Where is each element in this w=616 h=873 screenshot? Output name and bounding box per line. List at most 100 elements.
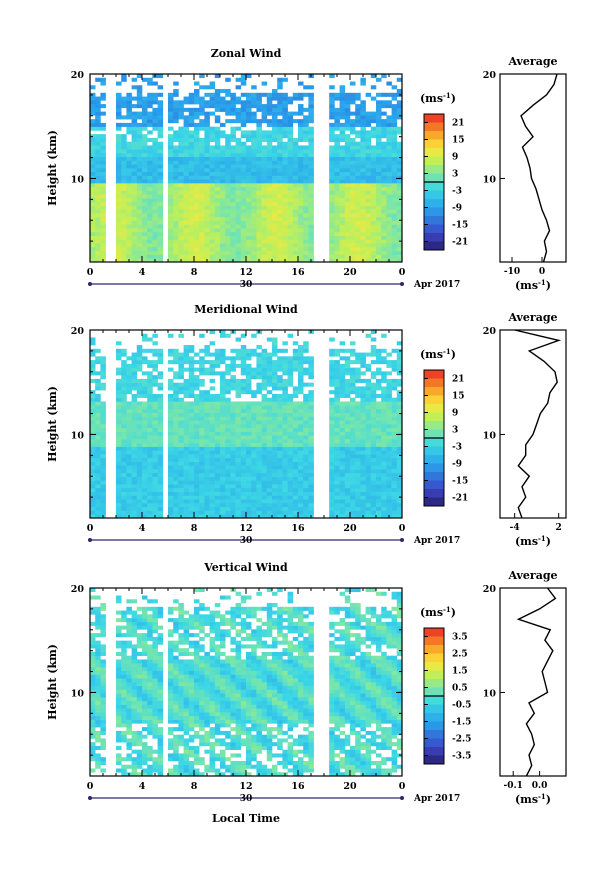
heatmap-cell (355, 258, 361, 263)
heatmap-cell (292, 239, 299, 244)
heatmap-cell (303, 345, 309, 350)
heatmap-cell (350, 152, 356, 158)
heatmap-cell (272, 96, 278, 101)
heatmap-cell (157, 149, 164, 154)
heatmap-cell (142, 412, 148, 417)
heatmap-cell (334, 164, 340, 169)
heatmap-cell (386, 363, 392, 368)
heatmap-cell (256, 243, 262, 248)
heatmap-cell (157, 487, 164, 492)
heatmap-cell (90, 213, 96, 218)
heatmap-cell (339, 111, 346, 116)
heatmap-cell (126, 371, 132, 376)
heatmap-cell (152, 175, 158, 180)
heatmap-cell (147, 405, 153, 410)
heatmap-cell (381, 408, 387, 414)
heatmap-cell (339, 254, 346, 259)
heatmap-cell (220, 156, 226, 161)
heatmap-cell (142, 137, 148, 142)
heatmap-cell (188, 450, 195, 455)
heatmap-cell (204, 476, 210, 481)
heatmap-cell (178, 454, 184, 459)
heatmap-cell (173, 243, 179, 248)
heatmap-cell (240, 457, 247, 462)
heatmap-cell (386, 152, 392, 158)
heatmap-cell (391, 235, 398, 240)
heatmap-cell (298, 424, 304, 429)
heatmap-cell (209, 220, 216, 225)
heatmap-cell (376, 427, 382, 432)
heatmap-cell (256, 420, 262, 425)
heatmap-cell (292, 220, 299, 225)
heatmap-cell (266, 149, 273, 154)
heatmap-cell (334, 375, 340, 380)
heatmap-cell (168, 416, 174, 421)
heatmap-cell (240, 111, 247, 116)
heatmap-cell (329, 145, 335, 150)
heatmap-cell (136, 111, 143, 116)
heatmap-cell (292, 119, 299, 124)
heatmap-cell (121, 476, 127, 481)
month-label: Apr 2017 (413, 280, 460, 290)
heatmap-cell (370, 439, 377, 444)
heatmap-cell (370, 424, 377, 429)
heatmap-cell (147, 469, 153, 474)
heatmap-cell (365, 134, 372, 139)
heatmap-cell (142, 371, 148, 376)
heatmap-cell (308, 201, 314, 206)
heatmap-cell (214, 502, 221, 508)
colorbar-tick-label: -15 (452, 477, 468, 487)
heatmap-cell (287, 254, 294, 259)
heatmap-cell (235, 107, 242, 112)
heatmap-cell (386, 480, 392, 485)
heatmap-cell (235, 420, 242, 425)
heatmap-cell (100, 246, 106, 252)
heatmap-cell (220, 231, 226, 236)
heatmap-cell (126, 450, 132, 455)
heatmap-cell (350, 198, 356, 203)
heatmap-cell (339, 386, 346, 391)
heatmap-cell (199, 107, 205, 112)
heatmap-cell (329, 378, 335, 383)
heatmap-cell (360, 454, 366, 459)
colorbar-swatch (424, 182, 444, 191)
heatmap-cell (334, 205, 340, 210)
heatmap-cell (136, 772, 143, 777)
heatmap-cell (178, 427, 184, 432)
heatmap-cell (381, 484, 387, 489)
heatmap-cell (214, 92, 221, 97)
heatmap-cell (100, 408, 106, 414)
heatmap-cell (178, 246, 184, 252)
heatmap-cell (225, 491, 231, 496)
heatmap-cell (116, 348, 122, 353)
heatmap-cell (173, 175, 179, 180)
heatmap-cell (116, 122, 122, 127)
heatmap-cell (230, 186, 236, 191)
heatmap-cell (230, 491, 236, 496)
heatmap-cell (303, 420, 309, 425)
heatmap-cell (225, 239, 231, 244)
heatmap-cell (256, 408, 262, 414)
heatmap-cell (126, 220, 132, 225)
heatmap-cell (199, 168, 205, 173)
heatmap-cell (396, 424, 403, 429)
heatmap-cell (329, 85, 335, 90)
heatmap-cell (121, 390, 127, 395)
heatmap-cell (173, 371, 179, 376)
heatmap-cell (339, 363, 346, 368)
heatmap-cell (142, 126, 148, 131)
heatmap-cell (381, 446, 387, 451)
heatmap-cell (355, 198, 361, 203)
heatmap-cell (152, 119, 158, 124)
heatmap-cell (292, 171, 299, 176)
heatmap-cell (365, 205, 372, 210)
heatmap-cell (240, 186, 247, 191)
heatmap-cell (365, 186, 372, 191)
heatmap-cell (303, 405, 309, 410)
heatmap-cell (370, 412, 377, 417)
heatmap-cell (220, 205, 226, 210)
heatmap-cell (136, 209, 143, 214)
heatmap-cell (90, 119, 96, 124)
heatmap-cell (303, 454, 309, 459)
heatmap-cell (126, 401, 132, 406)
